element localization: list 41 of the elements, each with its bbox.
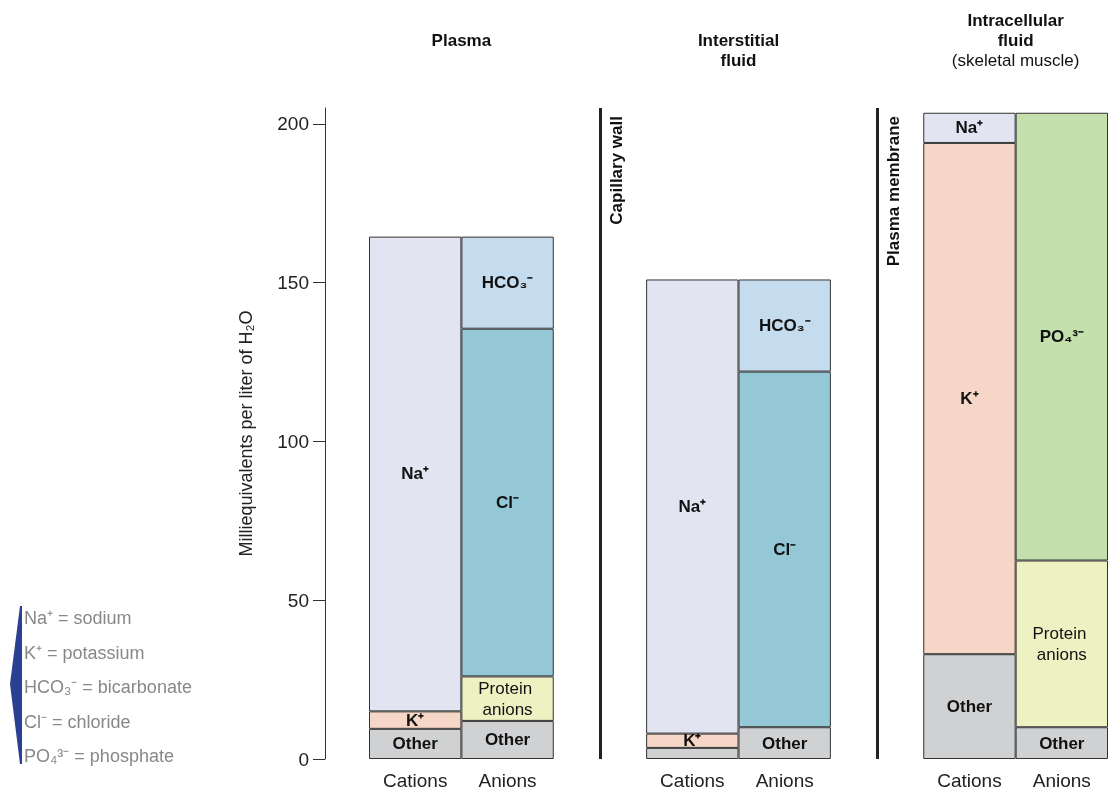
text: Cl⁻ = chloride xyxy=(24,711,131,732)
text: Plasma xyxy=(431,30,492,50)
text: Capillary wall xyxy=(606,116,626,225)
series-label: Protein anions xyxy=(478,678,537,719)
text: Other xyxy=(484,730,531,750)
y-axis-title: Milliequivalents per liter of H₂O xyxy=(236,310,256,557)
text: Na⁺ = sodium xyxy=(24,608,132,628)
series-label: Na⁺ xyxy=(955,118,984,138)
text: Interstitial fluid xyxy=(697,30,780,70)
series-label: PO₄³⁻ xyxy=(1039,327,1084,347)
text: Na⁺ xyxy=(401,464,430,484)
text: Protein anions xyxy=(1032,623,1087,664)
y-tick-label: 100 xyxy=(277,430,309,452)
text: Other xyxy=(946,697,993,717)
x-tick-label: Anions xyxy=(1032,770,1091,791)
y-tick-label: 50 xyxy=(287,589,309,611)
text: Plasma membrane xyxy=(884,116,904,267)
text: K⁺ = potassium xyxy=(24,642,145,663)
text: Intracellular fluid xyxy=(967,10,1065,50)
text: (skeletal muscle) xyxy=(951,51,1080,70)
text: Cl⁻ xyxy=(773,539,797,559)
series-label: HCO₃⁻ xyxy=(481,273,534,293)
series-label: Other xyxy=(392,734,439,754)
text: HCO₃⁻ = bicarbonate xyxy=(24,677,192,697)
y-tick-label: 150 xyxy=(277,272,309,294)
text: Other xyxy=(762,733,808,753)
x-tick-label: Cations xyxy=(382,770,448,791)
x-tick-label: Cations xyxy=(660,770,725,791)
series-label: K⁺ xyxy=(406,710,425,730)
text: K⁺ xyxy=(683,731,702,751)
y-tick-label: 200 xyxy=(277,113,309,135)
x-tick-label: Anions xyxy=(755,770,814,791)
x-tick-label: Cations xyxy=(937,770,1002,791)
series-label: Cl⁻ xyxy=(496,493,520,513)
text: Other xyxy=(1039,733,1085,753)
text: PO₄³⁻ = phosphate xyxy=(24,746,174,766)
x-tick-label: Anions xyxy=(478,770,537,791)
text: Na⁺ xyxy=(678,497,707,517)
text: HCO₃⁻ xyxy=(758,316,811,336)
text: K⁺ xyxy=(960,389,979,409)
y-tick-label: 0 xyxy=(298,748,309,770)
